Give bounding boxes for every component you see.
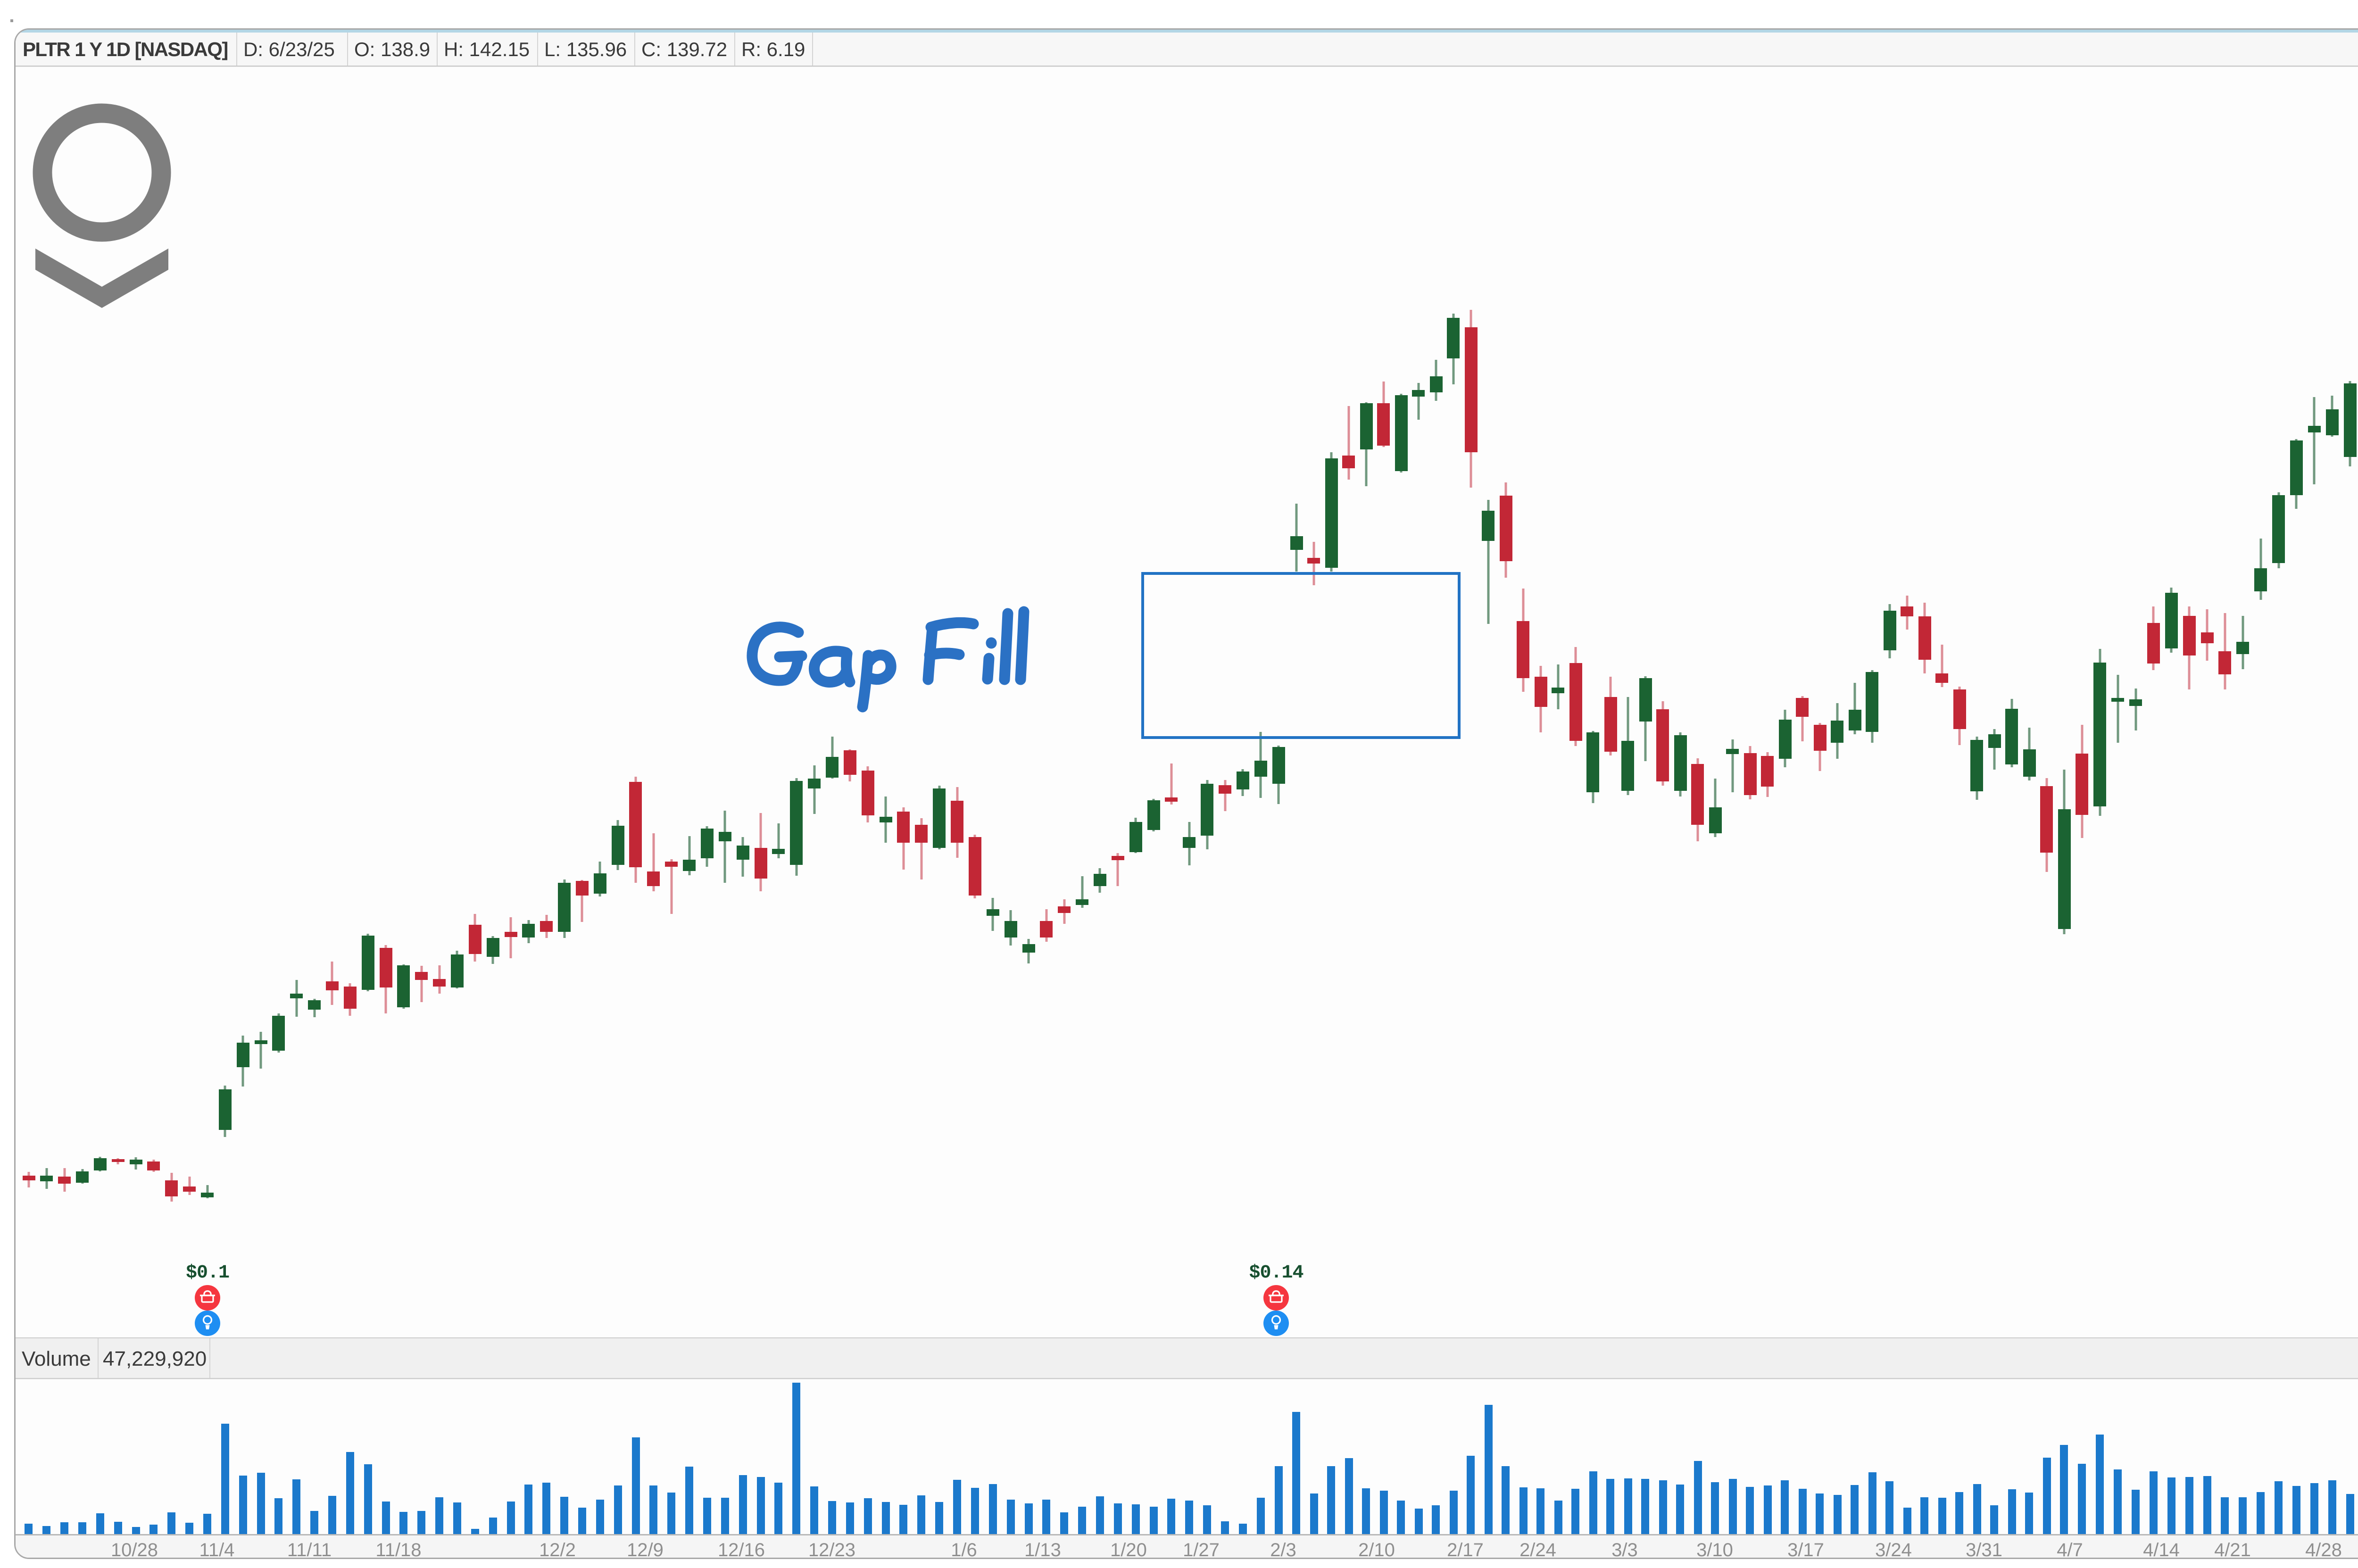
svg-text:3/10: 3/10: [1696, 1540, 1733, 1560]
svg-text:47,229,920: 47,229,920: [103, 1347, 207, 1370]
svg-text:4/21: 4/21: [2214, 1540, 2251, 1560]
svg-text:12/16: 12/16: [718, 1540, 765, 1560]
svg-text:4/14: 4/14: [2143, 1540, 2180, 1560]
svg-text:H: 142.15: H: 142.15: [444, 38, 530, 60]
svg-text:1/13: 1/13: [1024, 1540, 1061, 1560]
svg-text:R: 6.19: R: 6.19: [741, 38, 805, 60]
svg-text:$0.1: $0.1: [186, 1262, 229, 1284]
svg-text:2/17: 2/17: [1447, 1540, 1484, 1560]
svg-text:Volume: Volume: [22, 1347, 91, 1370]
svg-text:O: 138.9: O: 138.9: [354, 38, 430, 60]
svg-text:PLTR 1 Y 1D [NASDAQ]: PLTR 1 Y 1D [NASDAQ]: [23, 38, 228, 60]
svg-text:4/28: 4/28: [2305, 1540, 2342, 1560]
svg-text:1/20: 1/20: [1110, 1540, 1147, 1560]
svg-text:1/27: 1/27: [1183, 1540, 1220, 1560]
svg-text:3/3: 3/3: [1611, 1540, 1638, 1560]
svg-text:1/6: 1/6: [951, 1540, 977, 1560]
svg-text:11/4: 11/4: [199, 1540, 235, 1560]
svg-text:D: 6/23/25: D: 6/23/25: [243, 38, 335, 60]
svg-text:L: 135.96: L: 135.96: [544, 38, 627, 60]
svg-text:10/28: 10/28: [111, 1540, 158, 1560]
svg-text:4/7: 4/7: [2057, 1540, 2083, 1560]
svg-text:11/18: 11/18: [375, 1540, 421, 1560]
svg-text:12/9: 12/9: [627, 1540, 664, 1560]
svg-text:12/2: 12/2: [539, 1540, 576, 1560]
svg-text:3/17: 3/17: [1787, 1540, 1824, 1560]
svg-text:2/3: 2/3: [1270, 1540, 1296, 1560]
svg-text:12/23: 12/23: [808, 1540, 855, 1560]
svg-text:3/31: 3/31: [1966, 1540, 2002, 1560]
svg-text:2/10: 2/10: [1358, 1540, 1395, 1560]
svg-text:C: 139.72: C: 139.72: [641, 38, 727, 60]
svg-text:2/24: 2/24: [1519, 1540, 1556, 1560]
svg-text:$0.14: $0.14: [1249, 1262, 1303, 1284]
svg-text:11/11: 11/11: [287, 1540, 332, 1560]
svg-text:3/24: 3/24: [1875, 1540, 1912, 1560]
